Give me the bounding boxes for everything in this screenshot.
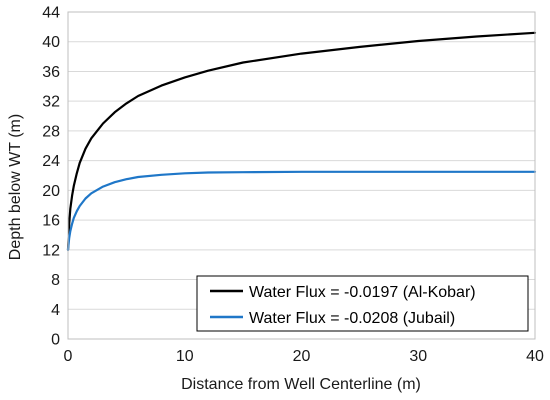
x-tick-label: 10: [176, 348, 194, 365]
x-tick-label: 20: [293, 348, 311, 365]
y-tick-label: 36: [42, 64, 60, 81]
legend-label-jubail: Water Flux = -0.0208 (Jubail): [249, 310, 455, 327]
x-axis-title: Distance from Well Centerline (m): [181, 376, 421, 393]
legend: Water Flux = -0.0197 (Al-Kobar) Water Fl…: [196, 275, 529, 332]
legend-box: [196, 275, 529, 332]
y-tick-label: 4: [51, 302, 60, 319]
x-tick-label: 0: [64, 348, 73, 365]
grid-lines: [68, 41, 535, 310]
legend-label-al-kobar: Water Flux = -0.0197 (Al-Kobar): [249, 284, 476, 301]
y-tick-label: 20: [42, 183, 60, 200]
x-tick-label: 30: [409, 348, 427, 365]
y-tick-label: 24: [42, 153, 60, 170]
series-line-0: [66, 31, 537, 251]
y-tick-label: 16: [42, 213, 60, 230]
y-axis-title: Depth below WT (m): [7, 114, 24, 260]
y-tick-label: 32: [42, 94, 60, 111]
x-tick-label: 40: [526, 348, 544, 365]
y-tick-label: 40: [42, 34, 60, 51]
y-tick-label: 8: [51, 272, 60, 289]
plot-frame: [67, 11, 536, 340]
x-axis-ticks: 0 10 20 30 40: [64, 348, 544, 365]
y-tick-label: 28: [42, 123, 60, 140]
y-axis-ticks: 0 4 8 12 16 20 24 28 32 36 40 44: [42, 5, 60, 349]
y-tick-label: 0: [51, 332, 60, 349]
series-line-1: [66, 170, 537, 251]
series-layer: [66, 31, 537, 251]
y-tick-label: 12: [42, 242, 60, 259]
y-tick-label: 44: [42, 5, 60, 22]
